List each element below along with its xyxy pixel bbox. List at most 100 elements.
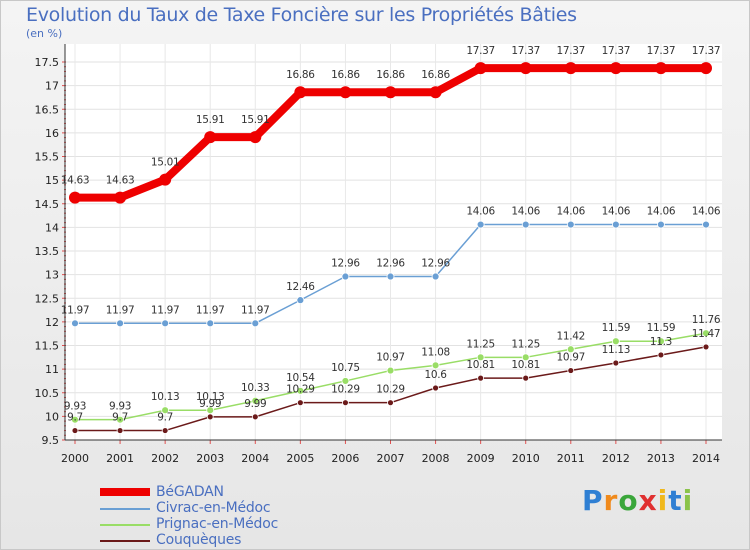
data-point xyxy=(700,62,712,75)
data-point xyxy=(116,427,124,434)
data-point xyxy=(161,427,169,434)
data-point xyxy=(116,415,124,424)
y-tick-label: 16.5 xyxy=(35,103,60,116)
data-label: 11.25 xyxy=(466,338,495,350)
y-tick-label: 9.5 xyxy=(42,434,60,447)
data-label: 17.37 xyxy=(466,45,495,57)
data-label: 9.93 xyxy=(64,401,86,413)
data-point xyxy=(657,220,665,229)
data-point xyxy=(432,384,439,392)
data-point xyxy=(657,337,665,346)
data-point xyxy=(206,406,215,415)
y-tick-label: 15 xyxy=(45,174,59,187)
data-point xyxy=(611,220,620,229)
legend-swatch-begadan xyxy=(100,488,150,496)
data-point xyxy=(566,220,575,229)
data-point xyxy=(386,272,395,281)
data-label: 14.06 xyxy=(466,206,495,218)
data-label: 14.06 xyxy=(511,206,540,218)
chart-title: Evolution du Taux de Taxe Foncière sur l… xyxy=(26,4,577,26)
data-label: 14.63 xyxy=(61,175,90,187)
y-tick-label: 11 xyxy=(45,363,59,376)
data-label: 10.29 xyxy=(331,384,360,396)
data-label: 15.01 xyxy=(151,157,180,169)
data-label: 15.91 xyxy=(241,114,270,126)
data-label: 15.91 xyxy=(196,114,225,126)
data-point xyxy=(206,319,215,328)
y-tick-label: 12.5 xyxy=(35,292,60,305)
x-tick-label: 2010 xyxy=(512,452,540,465)
data-point xyxy=(702,329,710,338)
data-point xyxy=(114,191,127,204)
y-tick-label: 14.5 xyxy=(35,198,60,211)
data-label: 16.86 xyxy=(331,69,360,81)
data-label: 17.37 xyxy=(557,45,586,57)
x-tick-label: 2012 xyxy=(602,452,630,465)
data-label: 12.96 xyxy=(421,258,450,270)
data-point xyxy=(341,272,350,281)
data-label: 9.7 xyxy=(157,412,173,424)
data-point xyxy=(71,427,79,434)
data-label: 17.37 xyxy=(647,45,676,57)
x-tick-label: 2006 xyxy=(331,452,359,465)
logo-letter: t xyxy=(668,484,683,517)
data-point xyxy=(654,62,667,75)
data-point xyxy=(429,86,442,99)
data-point xyxy=(431,361,440,370)
data-point xyxy=(341,377,350,385)
legend-swatch-civrac xyxy=(100,508,150,510)
x-tick-label: 2009 xyxy=(467,452,495,465)
data-label: 10.54 xyxy=(286,372,315,384)
data-label: 11.97 xyxy=(106,304,135,316)
y-tick-label: 17 xyxy=(45,80,59,93)
data-label: 11.08 xyxy=(421,346,450,358)
data-label: 14.06 xyxy=(557,206,586,218)
data-label: 11.97 xyxy=(241,304,270,316)
y-tick-label: 13 xyxy=(45,269,59,282)
proxiti-logo: Proxiti xyxy=(582,484,693,517)
data-label: 14.63 xyxy=(106,175,135,187)
logo-letter: P xyxy=(582,484,604,517)
data-label: 16.86 xyxy=(286,69,315,81)
x-tick-label: 2004 xyxy=(241,452,269,465)
data-point xyxy=(206,413,214,421)
data-point xyxy=(342,399,349,407)
data-label: 12.96 xyxy=(331,258,360,270)
data-point xyxy=(339,86,352,99)
data-label: 10.97 xyxy=(376,352,405,364)
x-tick-label: 2007 xyxy=(377,452,405,465)
logo-letter: i xyxy=(682,484,694,517)
data-point xyxy=(521,220,530,229)
data-point xyxy=(386,366,395,375)
data-label: 9.99 xyxy=(244,398,266,410)
data-label: 16.86 xyxy=(376,69,405,81)
data-label: 9.7 xyxy=(67,412,83,424)
data-label: 10.29 xyxy=(286,384,315,396)
data-point xyxy=(116,319,124,328)
data-label: 10.13 xyxy=(196,391,225,403)
data-point xyxy=(384,86,397,99)
legend-swatch-couqueques xyxy=(100,540,150,542)
y-tick-label: 14 xyxy=(45,221,59,234)
legend-label: Couquèques xyxy=(156,532,242,548)
legend-label: Civrac-en-Médoc xyxy=(156,500,271,516)
data-label: 9.7 xyxy=(112,412,128,424)
data-point xyxy=(702,343,710,351)
x-tick-label: 2008 xyxy=(422,452,450,465)
data-label: 11.59 xyxy=(647,322,676,334)
data-point xyxy=(251,319,260,328)
logo-letter: r xyxy=(603,484,619,517)
data-label: 10.97 xyxy=(557,352,586,364)
data-point xyxy=(296,296,305,305)
data-label: 11.97 xyxy=(151,304,180,316)
data-label: 17.37 xyxy=(602,45,631,57)
data-point xyxy=(387,399,394,407)
data-point xyxy=(702,220,710,229)
logo-letter: i xyxy=(657,484,669,517)
data-point xyxy=(296,399,304,407)
data-point xyxy=(69,191,81,204)
data-point xyxy=(476,220,485,229)
data-point xyxy=(249,131,262,144)
y-tick-label: 10 xyxy=(45,410,59,423)
legend-label: BéGADAN xyxy=(156,484,224,500)
